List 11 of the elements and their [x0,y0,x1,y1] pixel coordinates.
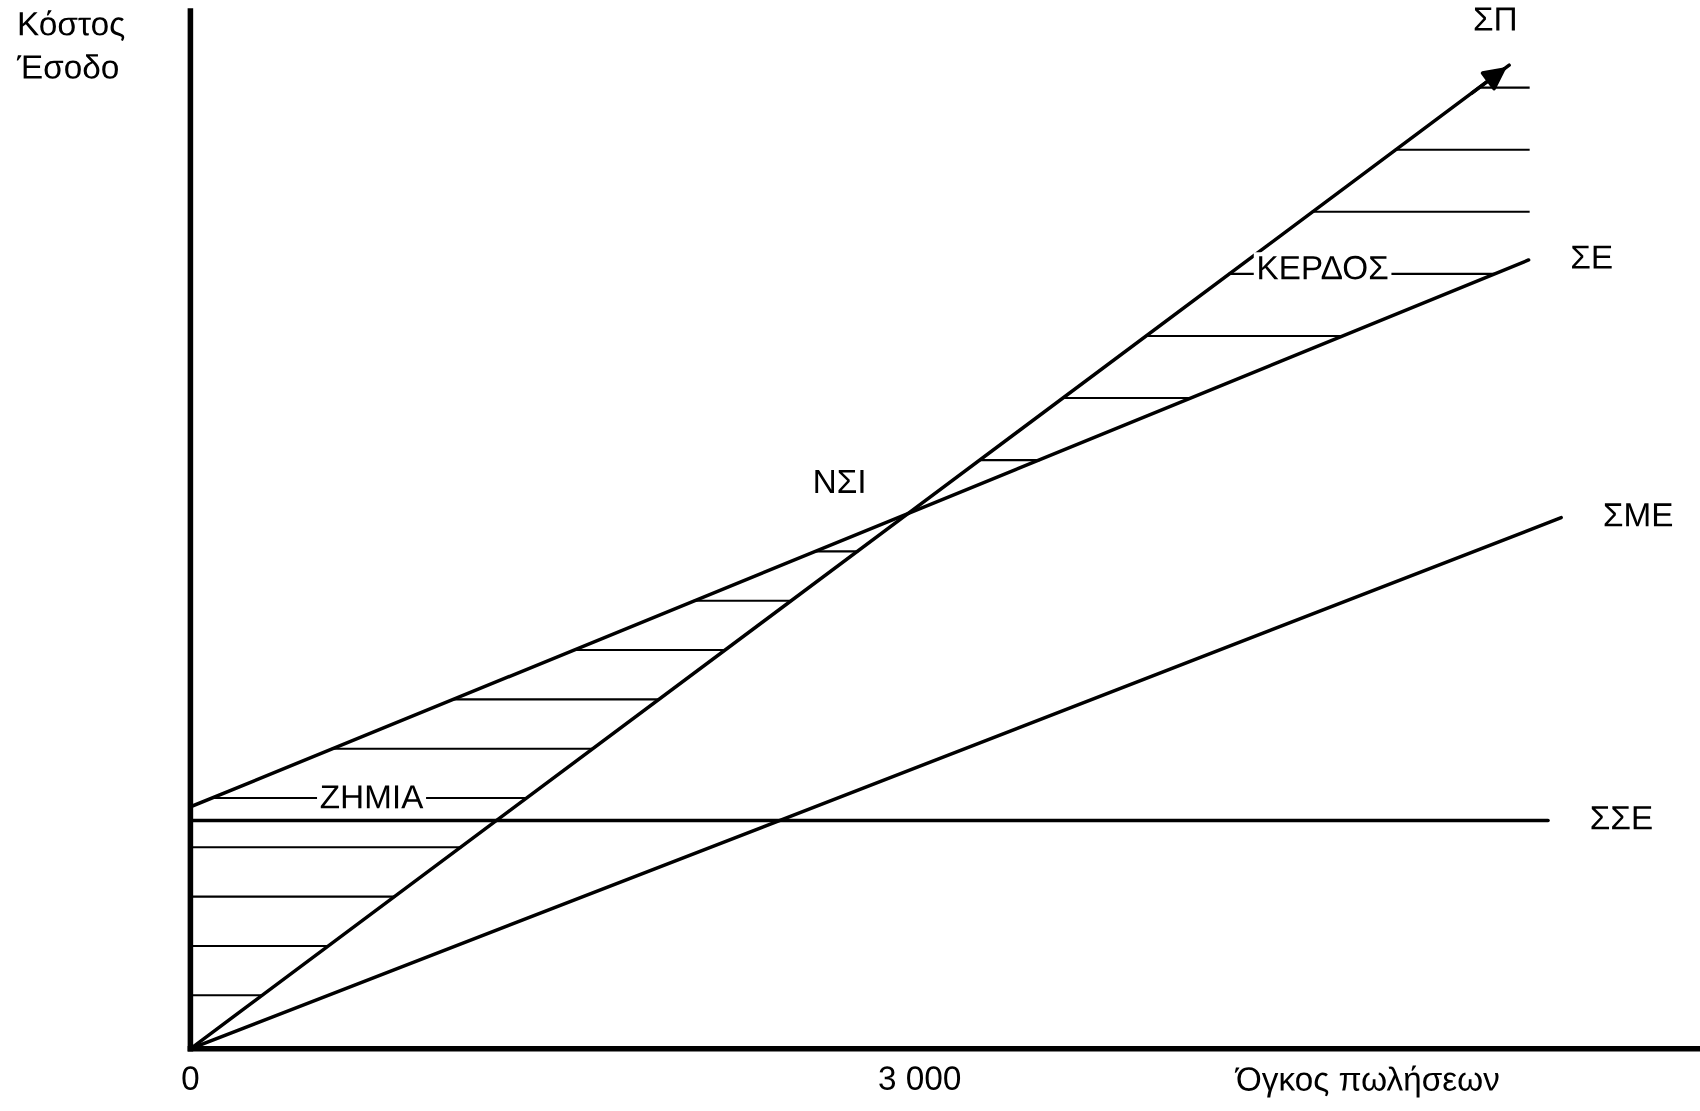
annotation: ΖΗΜΙΑ [320,785,424,809]
annotation: ΝΣΙ [815,469,864,493]
series-label: ΣΕ [1572,245,1612,269]
x-tick-label: 0 [182,1066,199,1090]
series-label: ΣΣΕ [1591,806,1652,830]
x-axis-title: Όγκος πωλήσεων [1234,1065,1499,1098]
annotation: ΚΕΡΔΟΣ [1259,255,1388,280]
y-axis-title: Κόστος Έσοδο [16,10,125,79]
series-label: ΣΠ [1474,7,1515,31]
x-tick-label: 3 000 [879,1066,961,1090]
series-label: ΣΜΕ [1604,503,1673,527]
